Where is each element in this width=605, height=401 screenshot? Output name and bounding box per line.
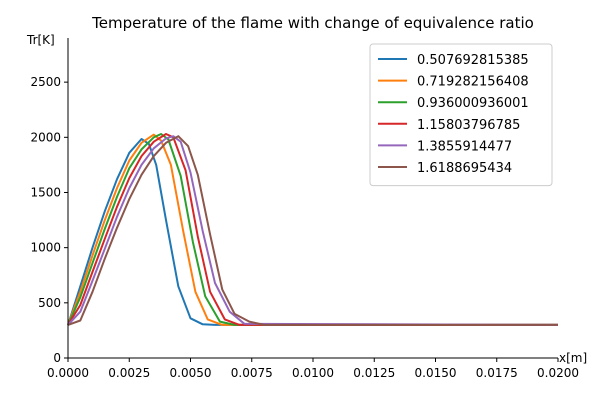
- legend-label: 1.6188695434: [417, 161, 512, 176]
- x-tick-label: 0.0200: [537, 366, 579, 380]
- plot-lines: [67, 133, 559, 326]
- x-tick-label: 0.0075: [231, 366, 273, 380]
- series-line-6: [67, 135, 558, 326]
- series-line-2: [67, 133, 558, 326]
- legend-box: [369, 43, 553, 187]
- x-tick-label: 0.0150: [415, 366, 457, 380]
- chart-title: Temperature of the flame with change of …: [91, 14, 534, 32]
- legend-label: 0.507692815385: [417, 53, 529, 68]
- y-tick-label: 1000: [30, 241, 61, 255]
- series-line-1: [67, 138, 558, 326]
- series-line-5: [67, 135, 559, 326]
- ticks: 0.0000 0.0025 0.0050 0.0075 0.0100 0.0125 0.01…: [30, 75, 579, 380]
- x-tick-label: 0.0050: [170, 366, 212, 380]
- legend-label: 0.936000936001: [417, 96, 529, 111]
- legend-label: 1.15803796785: [417, 118, 520, 133]
- y-tick-label: 1500: [30, 185, 61, 199]
- legend: 0.507692815385 0.719282156408 0.9360009360…: [369, 43, 553, 187]
- legend-label: 1.3855914477: [417, 139, 512, 154]
- x-tick-label: 0.0100: [292, 366, 334, 380]
- x-axis-label: x[m]: [559, 351, 587, 365]
- y-tick-label: 2500: [30, 75, 61, 89]
- x-tick-label: 0.0125: [353, 366, 395, 380]
- y-tick-label: 500: [38, 296, 61, 310]
- legend-label: 0.719282156408: [417, 75, 529, 90]
- y-axis-label: Tr[K]: [26, 33, 55, 47]
- series-line-3: [67, 133, 558, 326]
- x-tick-label: 0.0175: [476, 366, 518, 380]
- x-tick-label: 0.0000: [47, 366, 89, 380]
- series-line-4: [67, 133, 558, 326]
- x-tick-label: 0.0025: [108, 366, 150, 380]
- y-tick-label: 0: [53, 351, 61, 365]
- y-tick-label: 2000: [30, 130, 61, 144]
